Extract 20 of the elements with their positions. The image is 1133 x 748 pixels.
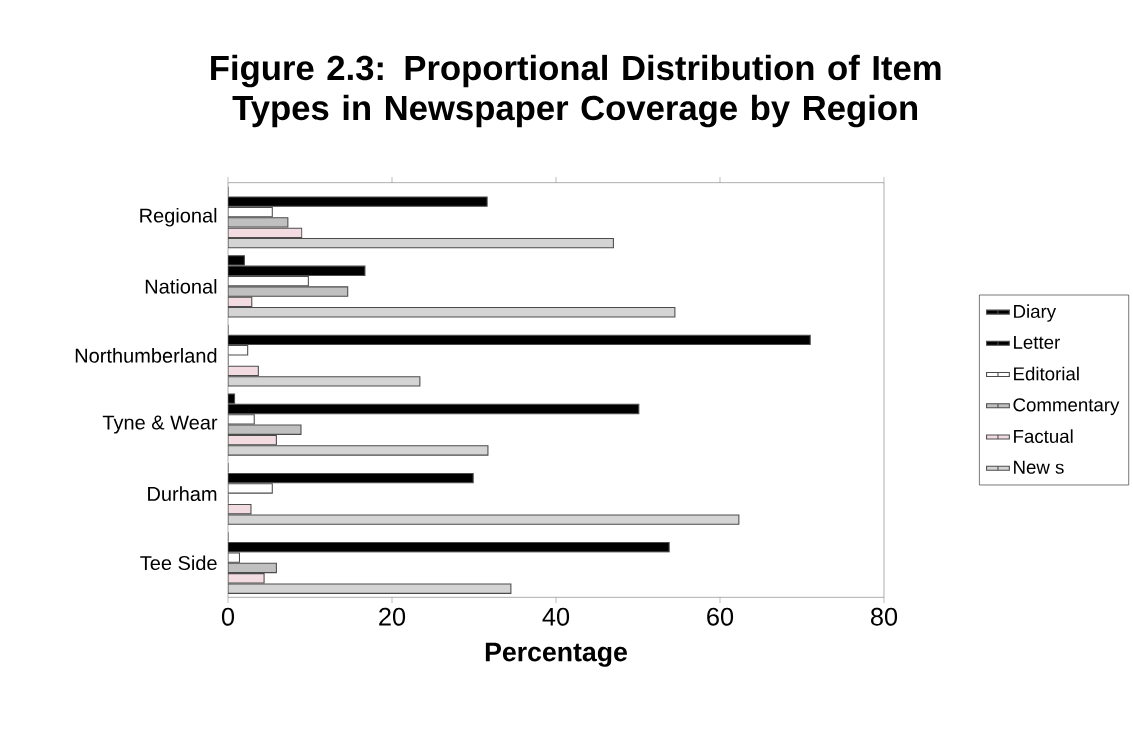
x-tick-label: 40 [542,607,570,626]
x-tick-label: 80 [871,607,898,626]
x-tick-label: 0 [221,607,235,626]
x-tick-label: 60 [707,607,734,626]
x-axis-title: Percentage [485,642,627,667]
legend-label: New s [1014,460,1064,474]
legend-label: Letter [1014,335,1060,349]
y-tick-label: Northumberland [75,348,217,363]
y-tick-label: Regional [140,207,217,227]
legend-label: Diary [1014,304,1057,322]
chart-title: Figure 2.3: Proportional Distribution of Item Types in Newspaper Coverage by Region [211,54,941,128]
y-tick-label: Tee Side [140,555,217,571]
legend-label: Commentary [1013,398,1120,416]
legend-label: Factual [1014,429,1073,443]
y-tick-label: Durham [148,486,217,501]
x-tick-label: 20 [379,607,406,626]
legend-label: Editorial [1014,366,1079,381]
bar [228,286,349,297]
y-tick-label: Tyne & Wear [102,415,218,434]
y-tick-label: National [145,278,217,294]
